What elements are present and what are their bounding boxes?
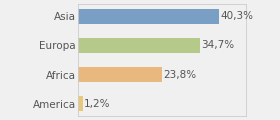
Bar	[78, 38, 200, 53]
Text: 40,3%: 40,3%	[221, 11, 254, 21]
Bar	[78, 96, 83, 111]
Text: 23,8%: 23,8%	[163, 70, 196, 80]
Bar	[78, 9, 220, 24]
Text: 1,2%: 1,2%	[84, 99, 111, 109]
Text: 34,7%: 34,7%	[201, 40, 234, 50]
Bar	[78, 67, 162, 82]
